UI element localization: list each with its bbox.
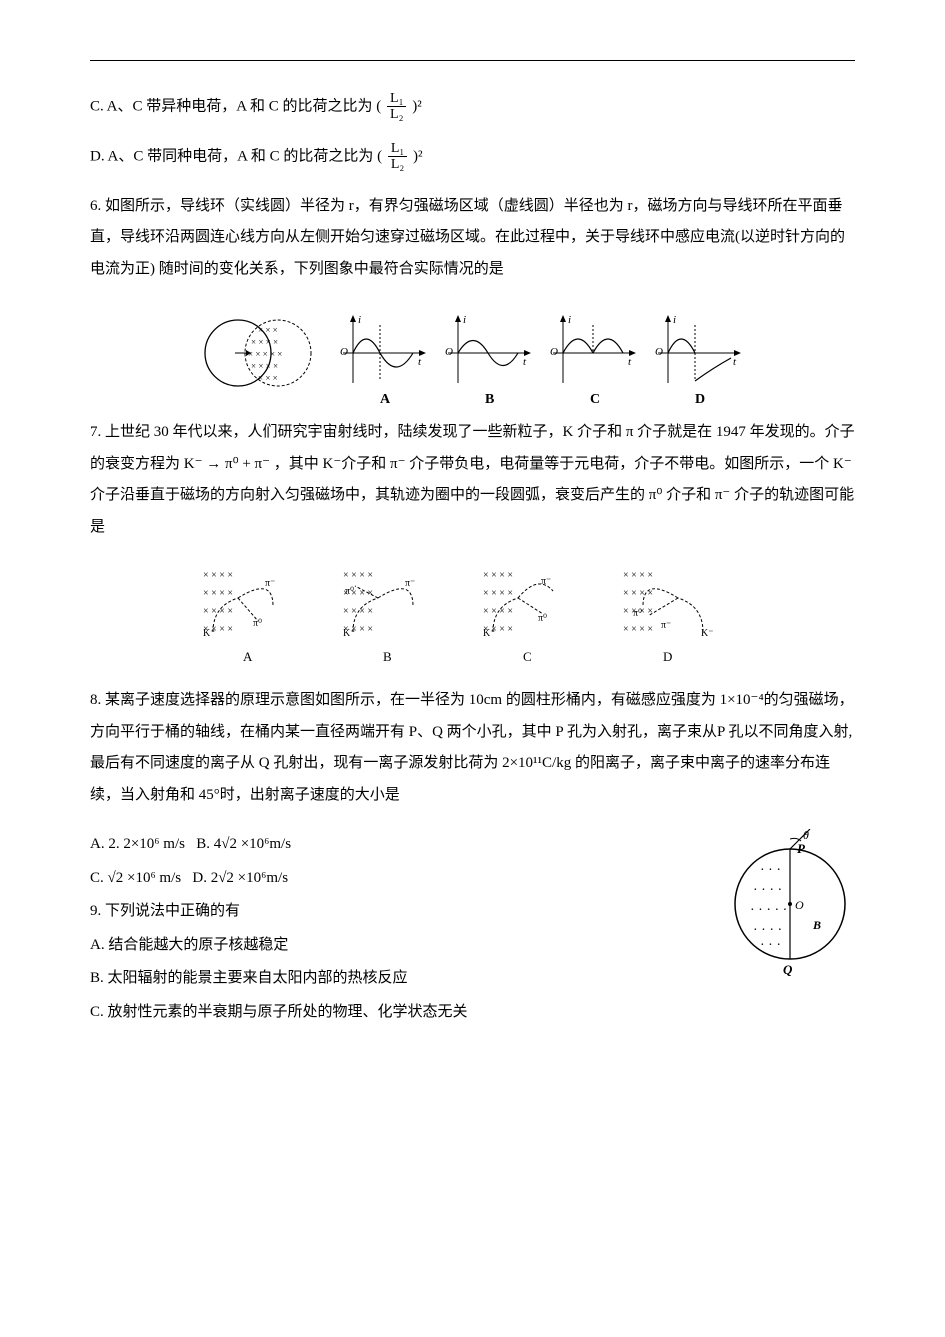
svg-text:O: O xyxy=(445,346,453,358)
svg-text:B: B xyxy=(485,392,494,403)
svg-text:π⁻: π⁻ xyxy=(265,578,275,589)
svg-text:K⁻: K⁻ xyxy=(701,628,714,639)
svg-text:π⁻: π⁻ xyxy=(405,578,415,589)
svg-text:· · · · ·: · · · · · xyxy=(750,903,787,918)
optd-den: L₂ xyxy=(388,157,407,172)
q8-opt-b: B. 4√2 ×10⁶m/s xyxy=(196,836,291,852)
svg-text:C: C xyxy=(523,649,532,664)
svg-text:i: i xyxy=(673,314,676,326)
optd-prefix: D. A、C 带同种电荷，A 和 C 的比荷之比为 ( xyxy=(90,148,382,164)
svg-text:K⁻: K⁻ xyxy=(483,628,496,639)
q6-text: 6. 如图所示，导线环（实线圆）半径为 r，有界匀强磁场区域（虚线圆）半径也为 … xyxy=(90,198,845,277)
svg-text:× × × ×: × × × × xyxy=(203,570,233,581)
svg-text:t: t xyxy=(733,356,737,368)
optd-num: L₁ xyxy=(388,141,407,157)
q6-figure-row: × × × × × × × × × × × × × × × × × × × O … xyxy=(90,303,855,403)
q7-svg: × × × × × × × × × × × × × × × × K⁻ π⁻ π⁰… xyxy=(193,561,753,671)
q8-svg: θ · · · · · · · · · · · · · · · · · · · … xyxy=(725,829,855,979)
svg-text:O: O xyxy=(340,346,348,358)
q7-figure-row: × × × × × × × × × × × × × × × × K⁻ π⁻ π⁰… xyxy=(90,561,855,671)
svg-text:A: A xyxy=(243,649,253,664)
option-d: D. A、C 带同种电荷，A 和 C 的比荷之比为 ( L₁ L₂ )² xyxy=(90,141,855,173)
svg-text:· · · ·: · · · · xyxy=(753,883,782,898)
svg-text:× × × ×: × × × × xyxy=(343,570,373,581)
svg-text:O: O xyxy=(550,346,558,358)
svg-text:D: D xyxy=(695,392,705,403)
q8-opt-a: A. 2. 2×10⁶ m/s xyxy=(90,836,185,852)
svg-text:B: B xyxy=(383,649,392,664)
svg-text:i: i xyxy=(568,314,571,326)
svg-text:π⁰: π⁰ xyxy=(253,618,262,629)
q7-text: 7. 上世纪 30 年代以来，人们研究宇宙射线时，陆续发现了一些新粒子，K 介子… xyxy=(90,424,855,535)
svg-text:P: P xyxy=(797,841,806,856)
svg-text:t: t xyxy=(418,356,422,368)
svg-text:π⁻: π⁻ xyxy=(541,576,551,587)
top-rule xyxy=(90,60,855,61)
svg-text:× × ×: × × × xyxy=(258,373,278,383)
svg-text:· · ·: · · · xyxy=(760,938,781,953)
optc-num: L₁ xyxy=(387,91,406,107)
svg-text:O: O xyxy=(655,346,663,358)
optc-suffix: )² xyxy=(412,98,422,114)
question-7: 7. 上世纪 30 年代以来，人们研究宇宙射线时，陆续发现了一些新粒子，K 介子… xyxy=(90,417,855,543)
svg-text:A: A xyxy=(380,392,391,403)
svg-text:t: t xyxy=(523,356,527,368)
svg-text:D: D xyxy=(663,649,672,664)
q8-text: 8. 某离子速度选择器的原理示意图如图所示，在一半径为 10cm 的圆柱形桶内，… xyxy=(90,692,854,803)
svg-text:× × × ×: × × × × xyxy=(623,624,653,635)
svg-text:π⁰: π⁰ xyxy=(345,586,354,597)
svg-text:× × × ×: × × × × xyxy=(251,361,278,371)
svg-text:× × × × ×: × × × × × xyxy=(248,349,282,359)
optc-frac: L₁ L₂ xyxy=(387,91,406,123)
svg-text:K⁻: K⁻ xyxy=(203,628,216,639)
question-6: 6. 如图所示，导线环（实线圆）半径为 r，有界匀强磁场区域（虚线圆）半径也为 … xyxy=(90,191,855,286)
svg-text:O: O xyxy=(795,898,804,912)
svg-text:× × ×: × × × xyxy=(258,325,278,335)
svg-text:B: B xyxy=(812,918,821,932)
q8-side-figure: θ · · · · · · · · · · · · · · · · · · · … xyxy=(725,829,855,992)
svg-text:· · · ·: · · · · xyxy=(753,923,782,938)
svg-text:× × × ×: × × × × xyxy=(251,337,278,347)
svg-text:K⁻: K⁻ xyxy=(343,628,356,639)
q9-opt-c: C. 放射性元素的半衰期与原子所处的物理、化学状态无关 xyxy=(90,997,855,1029)
svg-text:π⁻: π⁻ xyxy=(661,620,671,631)
question-8: 8. 某离子速度选择器的原理示意图如图所示，在一半径为 10cm 的圆柱形桶内，… xyxy=(90,685,855,811)
svg-text:π⁰: π⁰ xyxy=(633,608,642,619)
svg-text:i: i xyxy=(463,314,466,326)
optc-den: L₂ xyxy=(387,107,406,122)
svg-text:i: i xyxy=(358,314,361,326)
svg-text:× × × ×: × × × × xyxy=(483,588,513,599)
optc-prefix: C. A、C 带异种电荷，A 和 C 的比荷之比为 ( xyxy=(90,98,381,114)
svg-text:× × × ×: × × × × xyxy=(623,570,653,581)
svg-text:· · ·: · · · xyxy=(760,863,781,878)
svg-text:π⁰: π⁰ xyxy=(538,613,547,624)
svg-text:t: t xyxy=(628,356,632,368)
svg-text:C: C xyxy=(590,392,600,403)
svg-text:× × × ×: × × × × xyxy=(203,588,233,599)
svg-text:× × × ×: × × × × xyxy=(483,570,513,581)
q9-text: 9. 下列说法中正确的有 xyxy=(90,903,240,919)
q8-opt-c: C. √2 ×10⁶ m/s xyxy=(90,870,181,886)
optd-suffix: )² xyxy=(413,148,423,164)
q6-svg: × × × × × × × × × × × × × × × × × × × O … xyxy=(193,303,753,403)
optd-frac: L₁ L₂ xyxy=(388,141,407,173)
option-c: C. A、C 带异种电荷，A 和 C 的比荷之比为 ( L₁ L₂ )² xyxy=(90,91,855,123)
svg-text:× × × ×: × × × × xyxy=(623,588,653,599)
q8-opt-d: D. 2√2 ×10⁶m/s xyxy=(192,870,288,886)
svg-text:Q: Q xyxy=(783,962,793,977)
